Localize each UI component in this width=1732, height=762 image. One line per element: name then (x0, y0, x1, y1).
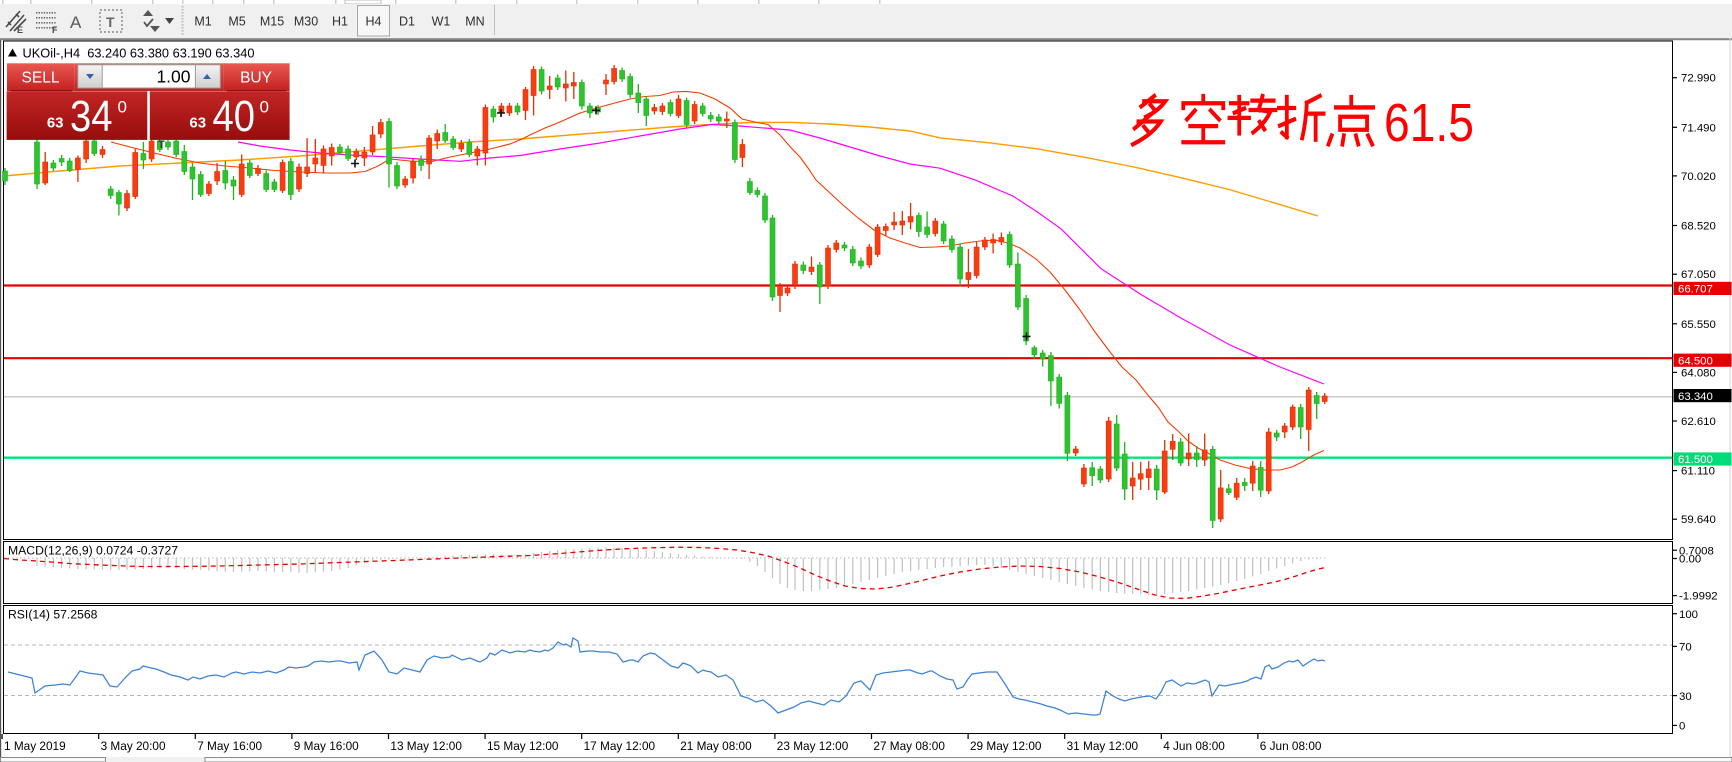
svg-text:M15: M15 (260, 15, 284, 29)
svg-text:27 May 08:00: 27 May 08:00 (873, 739, 945, 753)
svg-text:MN: MN (465, 15, 484, 29)
svg-text:59.640: 59.640 (1681, 514, 1716, 526)
svg-text:UKOil-,H4 63.240 63.380 63.19: UKOil-,H4 63.240 63.380 63.190 63.340 (23, 46, 255, 61)
svg-text:15 May 12:00: 15 May 12:00 (487, 739, 559, 753)
svg-text:71.490: 71.490 (1681, 122, 1716, 134)
svg-text:66.707: 66.707 (1678, 284, 1713, 296)
svg-text:D1: D1 (399, 15, 415, 29)
svg-text:MACD(12,26,9) 0.0724 -0.3727: MACD(12,26,9) 0.0724 -0.3727 (8, 544, 178, 558)
svg-text:61.500: 61.500 (1678, 454, 1713, 466)
svg-text:M5: M5 (228, 15, 245, 29)
svg-text:M30: M30 (294, 15, 318, 29)
svg-text:17 May 12:00: 17 May 12:00 (584, 739, 656, 753)
svg-text:34: 34 (70, 92, 113, 141)
svg-text:0.7008: 0.7008 (1679, 545, 1714, 557)
svg-text:23 May 12:00: 23 May 12:00 (777, 739, 849, 753)
svg-text:62.610: 62.610 (1681, 416, 1716, 428)
svg-text:H1: H1 (332, 15, 348, 29)
svg-text:E: E (17, 25, 23, 35)
svg-text:68.520: 68.520 (1681, 221, 1716, 233)
svg-text:H4: H4 (366, 15, 382, 29)
svg-text:21 May 08:00: 21 May 08:00 (680, 739, 752, 753)
svg-text:63: 63 (47, 115, 64, 132)
svg-text:A: A (70, 13, 82, 32)
svg-text:31 May 12:00: 31 May 12:00 (1067, 739, 1139, 753)
svg-text:9 May 16:00: 9 May 16:00 (294, 739, 359, 753)
svg-text:1.00: 1.00 (156, 67, 190, 87)
svg-text:61.5: 61.5 (1384, 94, 1474, 153)
svg-text:-1.9992: -1.9992 (1679, 591, 1718, 603)
svg-text:SELL: SELL (22, 70, 60, 87)
svg-text:65.550: 65.550 (1681, 319, 1716, 331)
svg-text:13 May 12:00: 13 May 12:00 (390, 739, 462, 753)
svg-text:100: 100 (1679, 609, 1698, 621)
svg-text:64.500: 64.500 (1678, 355, 1713, 367)
svg-text:0: 0 (118, 98, 127, 117)
svg-text:70: 70 (1679, 642, 1692, 654)
svg-text:67.050: 67.050 (1681, 269, 1716, 281)
svg-text:63.340: 63.340 (1678, 391, 1713, 403)
svg-text:T: T (158, 139, 165, 151)
svg-text:BUY: BUY (240, 70, 272, 87)
svg-text:40: 40 (213, 92, 256, 141)
svg-text:0.00: 0.00 (1679, 554, 1701, 566)
svg-text:6 Jun 08:00: 6 Jun 08:00 (1260, 739, 1322, 753)
svg-text:RSI(14) 57.2568: RSI(14) 57.2568 (8, 608, 98, 622)
svg-text:W1: W1 (432, 15, 451, 29)
svg-text:30: 30 (1679, 691, 1692, 703)
svg-text:7 May 16:00: 7 May 16:00 (197, 739, 262, 753)
svg-text:70.020: 70.020 (1681, 171, 1716, 183)
svg-text:0: 0 (1679, 721, 1685, 733)
svg-text:0: 0 (260, 98, 269, 117)
svg-text:64.080: 64.080 (1681, 367, 1716, 379)
svg-text:F: F (52, 25, 58, 35)
svg-text:3 May 20:00: 3 May 20:00 (101, 739, 166, 753)
svg-text:72.990: 72.990 (1681, 73, 1716, 85)
svg-text:T: T (106, 14, 115, 30)
svg-text:4 Jun 08:00: 4 Jun 08:00 (1163, 739, 1225, 753)
svg-text:61.110: 61.110 (1681, 466, 1715, 478)
svg-text:M1: M1 (194, 15, 211, 29)
svg-text:63: 63 (189, 115, 206, 132)
svg-text:1 May 2019: 1 May 2019 (4, 739, 66, 753)
svg-text:29 May 12:00: 29 May 12:00 (970, 739, 1042, 753)
